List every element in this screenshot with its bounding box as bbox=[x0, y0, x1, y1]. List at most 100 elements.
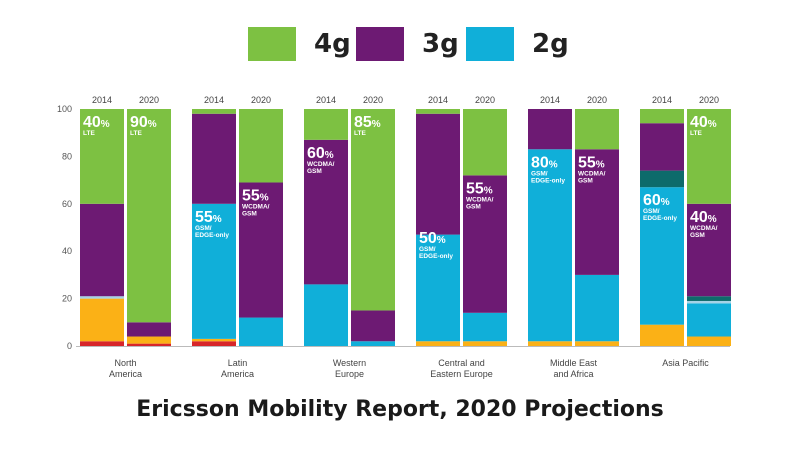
bar-segment-blue bbox=[463, 312, 507, 342]
share-label: 40% bbox=[83, 114, 110, 131]
share-sublabel: EDGE-only bbox=[531, 177, 565, 184]
bar-segment-green bbox=[351, 109, 395, 311]
bar-segment-blue bbox=[239, 317, 283, 346]
region-label: America bbox=[221, 369, 254, 379]
y-tick-label: 20 bbox=[62, 294, 72, 304]
y-tick-label: 100 bbox=[57, 104, 72, 114]
bar-segment-blue bbox=[575, 274, 619, 342]
y-tick-label: 80 bbox=[62, 151, 72, 161]
bar-segment-green bbox=[127, 109, 171, 323]
share-label: 60% bbox=[643, 192, 670, 209]
bar-segment-orange bbox=[192, 338, 236, 342]
legend-item-3g: 3g bbox=[356, 24, 459, 64]
share-sublabel: EDGE-only bbox=[195, 232, 229, 239]
bar-segment-teal bbox=[687, 296, 731, 301]
share-sublabel: GSM bbox=[690, 232, 705, 239]
y-tick-label: 40 bbox=[62, 246, 72, 256]
bar-segment-blue bbox=[640, 187, 684, 325]
bar-year-label: 2020 bbox=[363, 95, 383, 105]
bar-year-label: 2014 bbox=[316, 95, 336, 105]
bar-segment-purple bbox=[416, 113, 460, 235]
share-sublabel: WCDMA/ bbox=[242, 203, 270, 210]
bar-segment-purple bbox=[351, 310, 395, 342]
bar-segment-teal bbox=[640, 170, 684, 188]
bar-segment-green bbox=[640, 109, 684, 124]
bar-segment-green bbox=[463, 109, 507, 176]
bar-segment-green bbox=[575, 109, 619, 150]
bar-year-label: 2014 bbox=[540, 95, 560, 105]
share-sublabel: WCDMA/ bbox=[690, 225, 718, 232]
bar-segment-orange bbox=[463, 341, 507, 346]
y-tick-label: 60 bbox=[62, 199, 72, 209]
bar-segment-green bbox=[192, 109, 236, 114]
share-label: 60% bbox=[307, 145, 334, 162]
region-label: Asia Pacific bbox=[662, 358, 709, 368]
bar-segment-orange bbox=[640, 324, 684, 346]
bar-year-label: 2020 bbox=[587, 95, 607, 105]
bar-segment-lightblue bbox=[687, 300, 731, 304]
share-sublabel: LTE bbox=[354, 130, 366, 137]
bar-segment-purple bbox=[575, 149, 619, 275]
share-sublabel: WCDMA/ bbox=[578, 170, 606, 177]
bar-segment-purple bbox=[528, 109, 572, 150]
share-label: 55% bbox=[195, 209, 222, 226]
bar-year-label: 2014 bbox=[652, 95, 672, 105]
bar-year-label: 2020 bbox=[251, 95, 271, 105]
region-label: Middle East bbox=[550, 358, 598, 368]
share-label: 55% bbox=[242, 187, 269, 204]
bar-segment-red bbox=[127, 343, 171, 346]
bar-year-label: 2014 bbox=[92, 95, 112, 105]
legend-item-2g: 2g bbox=[466, 24, 569, 64]
bar-segment-green bbox=[239, 109, 283, 183]
bar-segment-orange bbox=[575, 341, 619, 346]
bar-segment-red bbox=[192, 341, 236, 346]
bar-segment-purple bbox=[463, 175, 507, 313]
bar-year-label: 2020 bbox=[699, 95, 719, 105]
legend-label-3g: 3g bbox=[422, 29, 459, 59]
share-sublabel: GSM/ bbox=[531, 170, 548, 177]
region-label: Western bbox=[333, 358, 366, 368]
bar-segment-orange bbox=[127, 336, 171, 344]
region-label: and Africa bbox=[553, 369, 593, 379]
bar-year-label: 2020 bbox=[139, 95, 159, 105]
bar-segment-green bbox=[416, 109, 460, 114]
share-sublabel: GSM/ bbox=[419, 246, 436, 253]
share-sublabel: GSM/ bbox=[643, 208, 660, 215]
region-label: Europe bbox=[335, 369, 364, 379]
bar-segment-blue bbox=[416, 234, 460, 342]
bar-year-label: 2014 bbox=[428, 95, 448, 105]
share-sublabel: LTE bbox=[83, 130, 95, 137]
bar-segment-blue bbox=[528, 149, 572, 342]
share-label: 40% bbox=[690, 114, 717, 131]
share-sublabel: LTE bbox=[690, 130, 702, 137]
share-label: 50% bbox=[419, 230, 446, 247]
legend-swatch-3g bbox=[356, 27, 404, 61]
bar-segment-orange bbox=[528, 341, 572, 346]
share-sublabel: GSM bbox=[578, 177, 593, 184]
bar-segment-purple bbox=[239, 182, 283, 318]
share-sublabel: EDGE-only bbox=[643, 215, 677, 222]
share-label: 55% bbox=[578, 154, 605, 171]
bar-year-label: 2020 bbox=[475, 95, 495, 105]
bar-segment-orange bbox=[687, 336, 731, 346]
legend-item-4g: 4g bbox=[248, 24, 351, 64]
bar-segment-orange bbox=[80, 298, 124, 342]
bar-segment-green bbox=[80, 109, 124, 204]
bar-segment-red bbox=[80, 341, 124, 346]
share-sublabel: EDGE-only bbox=[419, 253, 453, 260]
share-sublabel: GSM bbox=[307, 168, 322, 175]
bar-segment-purple bbox=[304, 139, 348, 285]
share-label: 80% bbox=[531, 154, 558, 171]
bar-segment-purple bbox=[687, 203, 731, 297]
share-sublabel: GSM bbox=[466, 203, 481, 210]
bar-segment-purple bbox=[640, 123, 684, 171]
bar-segment-lightblue bbox=[80, 296, 124, 299]
region-label: Latin bbox=[228, 358, 248, 368]
legend: 4g 3g 2g bbox=[0, 24, 800, 64]
bar-segment-orange bbox=[416, 341, 460, 346]
region-label: Eastern Europe bbox=[430, 369, 493, 379]
share-label: 85% bbox=[354, 114, 381, 131]
region-label: Central and bbox=[438, 358, 485, 368]
legend-swatch-2g bbox=[466, 27, 514, 61]
bar-segment-blue bbox=[304, 284, 348, 346]
